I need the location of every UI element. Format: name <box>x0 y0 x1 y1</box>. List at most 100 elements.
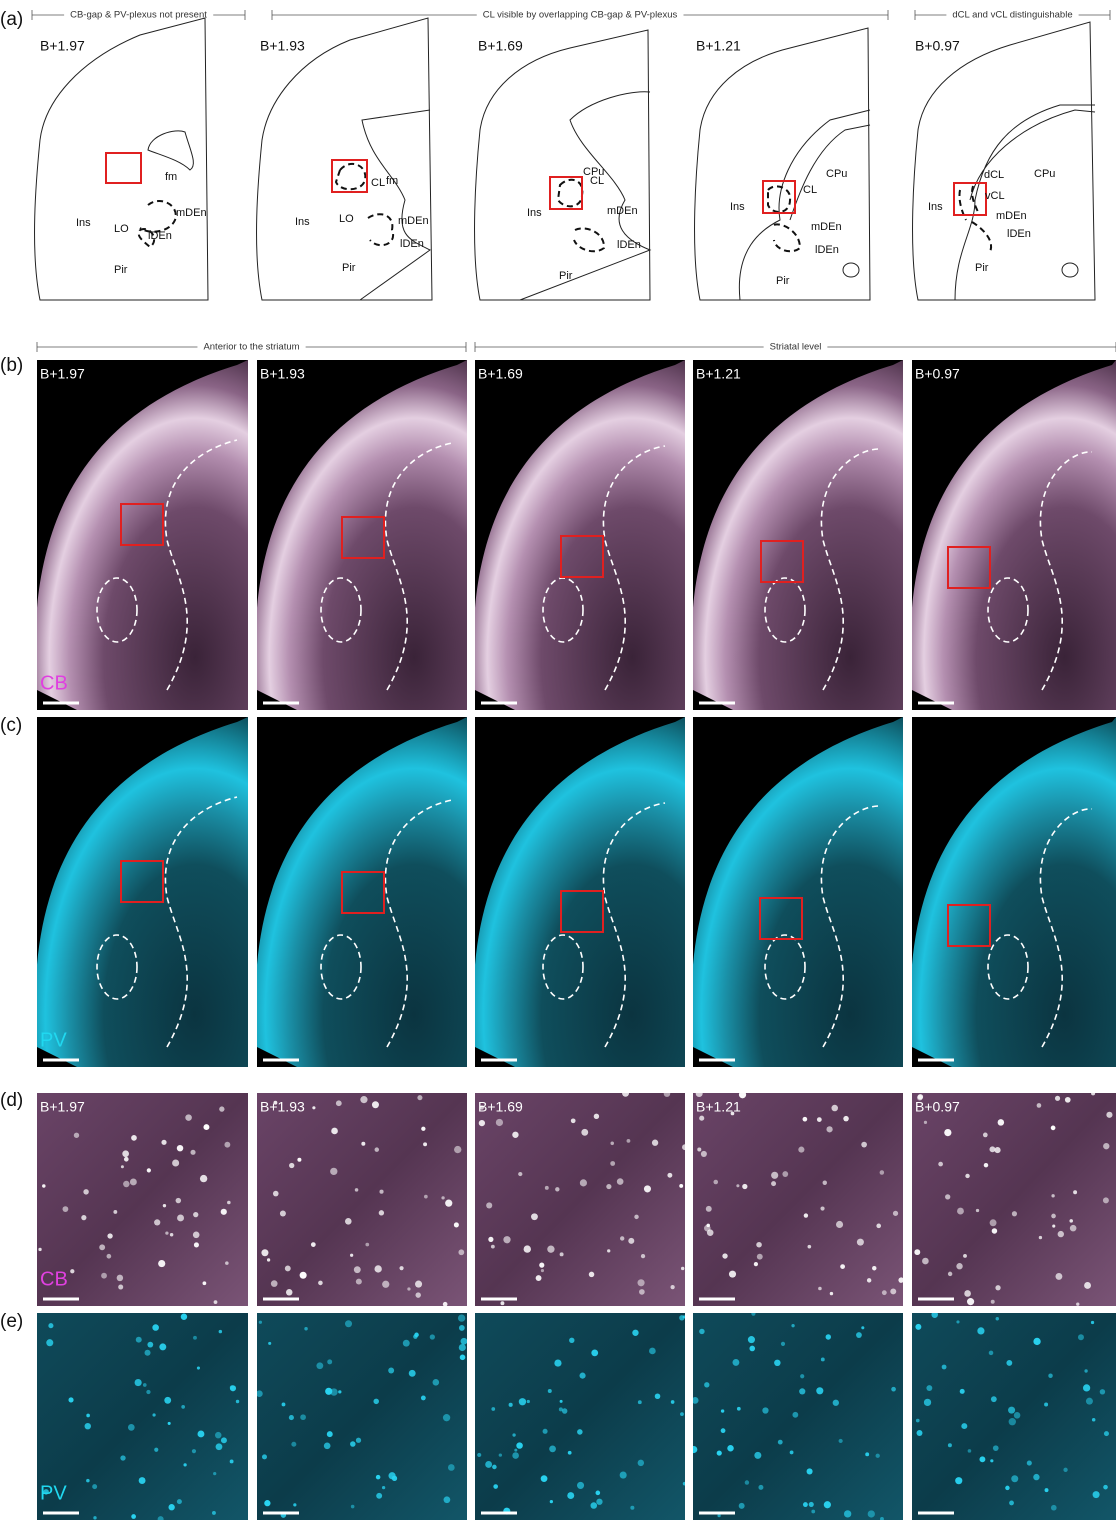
cell <box>996 1317 999 1320</box>
cell <box>756 1242 762 1248</box>
cell <box>803 1117 808 1122</box>
cell <box>893 1211 898 1216</box>
cell <box>774 1360 780 1366</box>
cell <box>158 1260 165 1267</box>
cell <box>361 1142 365 1146</box>
cell <box>1044 1402 1048 1406</box>
tile-bg <box>693 1313 903 1520</box>
cell <box>808 1245 812 1249</box>
cell <box>543 1429 548 1434</box>
region-label: Ins <box>527 207 542 219</box>
cell <box>86 1414 90 1418</box>
cell <box>924 1121 927 1124</box>
image-tile: B+1.93 <box>255 360 467 710</box>
cell <box>159 1343 166 1350</box>
cell <box>541 1269 544 1272</box>
tile-bg <box>257 1093 467 1306</box>
cell <box>696 1090 703 1097</box>
cell <box>227 1201 231 1205</box>
cell <box>994 1147 1000 1153</box>
cell <box>1084 1282 1091 1289</box>
cell <box>192 1449 196 1453</box>
cell <box>1012 1211 1017 1216</box>
cell <box>413 1334 417 1338</box>
cell <box>461 1338 468 1345</box>
cell <box>782 1171 788 1177</box>
cell <box>637 1279 644 1286</box>
cell <box>176 1198 181 1203</box>
cell <box>264 1500 270 1506</box>
cell <box>491 1245 495 1249</box>
cell <box>519 1398 526 1405</box>
cell <box>181 1314 187 1320</box>
cell <box>143 1383 147 1387</box>
cell <box>811 1510 815 1514</box>
cell <box>1055 1273 1062 1280</box>
ventricle <box>1062 263 1078 277</box>
cell <box>749 1346 755 1352</box>
brain-outline <box>695 28 870 300</box>
cell <box>107 1233 112 1238</box>
cell <box>1086 1398 1093 1405</box>
cell <box>183 1463 186 1466</box>
cell <box>146 1390 150 1394</box>
image-tile <box>473 717 685 1067</box>
cell <box>1014 1412 1021 1419</box>
cell <box>622 1090 629 1097</box>
cell <box>214 1300 218 1304</box>
region-label: dCL <box>984 169 1004 181</box>
cell <box>737 1407 741 1411</box>
cell <box>330 1168 337 1175</box>
region-label: lDEn <box>148 230 172 242</box>
cell <box>430 1334 435 1339</box>
cell <box>967 1298 974 1305</box>
cell <box>742 1184 747 1189</box>
image-tile: B+1.97CB <box>37 1093 248 1306</box>
cell <box>181 1405 185 1409</box>
cell <box>817 1117 822 1122</box>
region-label: fm <box>165 171 177 183</box>
cell <box>492 1465 497 1470</box>
cell <box>560 1400 563 1403</box>
cell <box>304 1327 307 1330</box>
cell <box>145 1350 151 1356</box>
cell <box>373 1399 378 1404</box>
cell <box>503 1236 510 1243</box>
cell <box>74 1133 79 1138</box>
cell <box>131 1514 136 1519</box>
cell <box>826 1126 832 1132</box>
cell <box>1033 1338 1040 1345</box>
cell <box>754 1262 758 1266</box>
cell <box>681 1267 684 1270</box>
cell <box>479 1120 485 1126</box>
cell <box>545 1186 549 1190</box>
cell <box>559 1407 563 1411</box>
brain-outline <box>35 18 208 300</box>
cell <box>421 1127 425 1131</box>
cell <box>596 1491 601 1496</box>
cell <box>821 1358 825 1362</box>
cell <box>399 1266 403 1270</box>
cell <box>509 1403 513 1407</box>
cell <box>499 1453 502 1456</box>
cell <box>831 1105 838 1112</box>
cell <box>571 1118 576 1123</box>
cell <box>297 1158 301 1162</box>
cell <box>727 1445 734 1452</box>
region-label: mDEn <box>607 205 638 217</box>
cell <box>113 1210 117 1214</box>
cell <box>995 1285 1000 1290</box>
cell <box>706 1206 712 1212</box>
cell <box>606 1184 611 1189</box>
section-level: B+1.93 <box>260 366 305 382</box>
cell <box>443 1414 450 1421</box>
brain-inner <box>520 92 650 300</box>
cell <box>568 1451 572 1455</box>
cell <box>161 1140 166 1145</box>
cell <box>839 1439 843 1443</box>
cell <box>630 1506 634 1510</box>
cell <box>632 1330 638 1336</box>
cell <box>807 1468 813 1474</box>
cell <box>679 1315 684 1320</box>
cell <box>1039 1236 1042 1239</box>
